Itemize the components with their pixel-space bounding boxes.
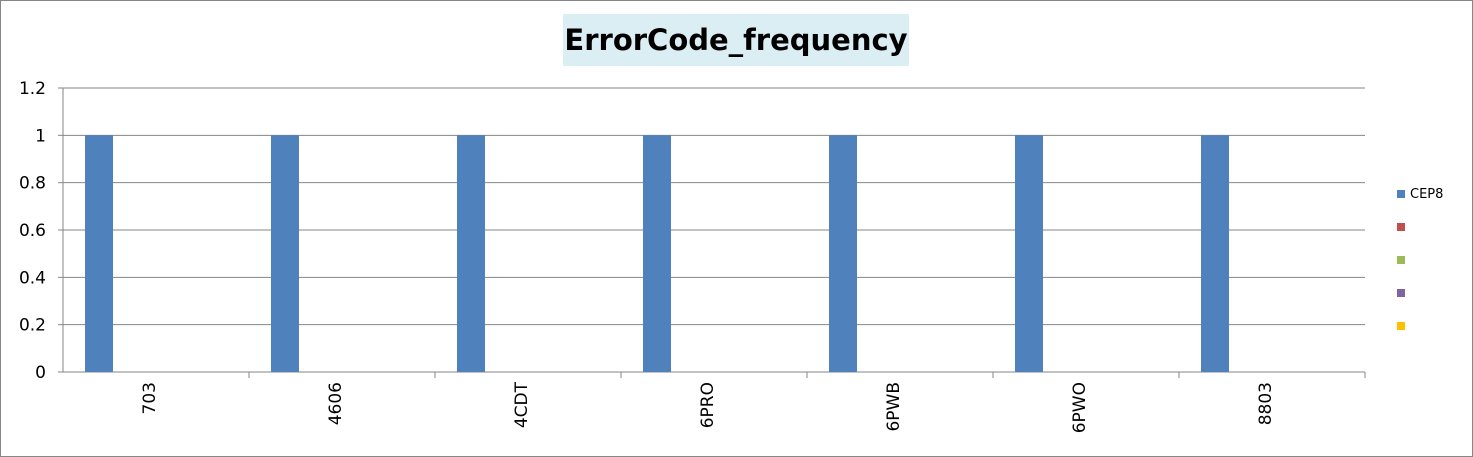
- y-tick-label: 1.2: [19, 79, 46, 99]
- legend-item: [1397, 218, 1410, 236]
- y-tick-label: 0: [35, 363, 46, 383]
- legend-swatch: [1397, 223, 1405, 231]
- x-tick-label: 703: [140, 382, 160, 414]
- y-tick-label: 1: [35, 126, 46, 146]
- y-tick-label: 0.6: [19, 221, 46, 241]
- y-tick-label: 0.4: [19, 268, 46, 288]
- bar-CEP8-4CDT: [457, 135, 485, 372]
- bar-CEP8-6PRO: [643, 135, 671, 372]
- legend-swatch: [1397, 190, 1405, 198]
- y-tick-label: 0.8: [19, 174, 46, 194]
- x-tick-label: 6PRO: [698, 382, 718, 428]
- x-tick-label: 4CDT: [512, 381, 532, 428]
- x-tick-label: 8803: [1256, 382, 1276, 425]
- legend-item: [1397, 317, 1410, 335]
- legend-swatch: [1397, 256, 1405, 264]
- legend-item: CEP8: [1397, 185, 1443, 203]
- x-tick-label: 4606: [326, 382, 346, 425]
- bar-CEP8-8803: [1201, 135, 1229, 372]
- legend-swatch: [1397, 289, 1405, 297]
- x-tick-label: 6PWO: [1070, 382, 1090, 433]
- legend-item: [1397, 284, 1410, 302]
- bar-CEP8-4606: [271, 135, 299, 372]
- legend-swatch: [1397, 322, 1405, 330]
- bar-CEP8-703: [85, 135, 113, 372]
- y-tick-label: 0.2: [19, 316, 46, 336]
- bar-CEP8-6PWO: [1015, 135, 1043, 372]
- x-tick-label: 6PWB: [884, 382, 904, 432]
- legend-item: [1397, 251, 1410, 269]
- legend-label: CEP8: [1410, 186, 1444, 202]
- bar-CEP8-6PWB: [829, 135, 857, 372]
- chart-title: ErrorCode_frequency: [563, 14, 909, 66]
